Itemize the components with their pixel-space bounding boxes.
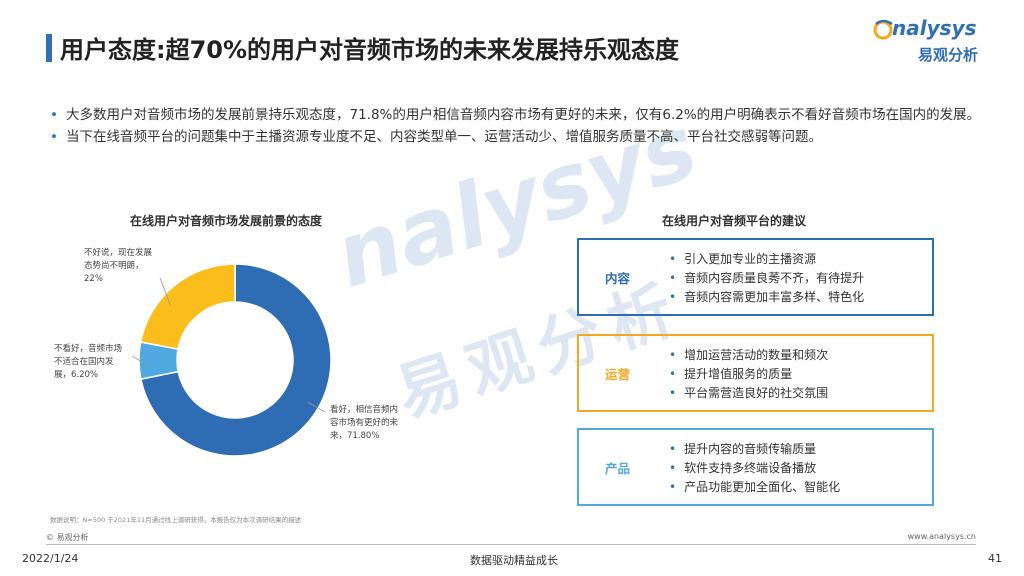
- bullet-dot-icon: •: [50, 129, 58, 145]
- advice-item: 软件支持多终端设备播放: [669, 459, 840, 478]
- advice-title: 在线用户对音频平台的建议: [662, 214, 807, 228]
- bullet-text: 大多数用户对音频市场的发展前景持乐观态度，71.8%的用户相信音频内容市场有更好…: [66, 107, 981, 123]
- advice-box-content: 内容 引入更加专业的主播资源 音频内容质量良莠不齐，有待提升 音频内容需更加丰富…: [577, 238, 934, 316]
- summary-bullet: • 当下在线音频平台的问题集中于主播资源专业度不足、内容类型单一、运营活动少、增值…: [50, 126, 990, 148]
- page-title: 用户态度:超70%的用户对音频市场的未来发展持乐观态度: [60, 36, 680, 64]
- leader-line-positive: [307, 401, 326, 413]
- logo: nalysys 易观分析: [872, 14, 1002, 66]
- advice-item: 引入更加专业的主播资源: [669, 250, 864, 269]
- chart-title: 在线用户对音频市场发展前景的态度: [130, 214, 323, 228]
- logo-swirl-icon: [873, 19, 893, 40]
- donut-slice-positive: [140, 263, 332, 457]
- logo-cn: 易观分析: [918, 46, 979, 64]
- website-url: www.analysys.cn: [907, 532, 976, 541]
- report-date: 2022/1/24: [22, 552, 79, 565]
- page-number: 41: [988, 552, 1002, 565]
- bullet-dot-icon: •: [50, 107, 58, 123]
- advice-box-label: 内容: [605, 270, 631, 286]
- advice-item: 音频内容需更加丰富多样、特色化: [669, 288, 864, 307]
- advice-item: 增加运营活动的数量和频次: [669, 346, 828, 365]
- slice-label-line: 来，71.80%: [330, 431, 380, 441]
- leader-line-negative: [131, 355, 152, 368]
- slice-label-line: 容市场有更好的未: [330, 418, 399, 428]
- slice-label-line: 22%: [84, 274, 103, 284]
- advice-box-operation: 运营 增加运营活动的数量和频次 提升增值服务的质量 平台需营造良好的社交氛围: [577, 334, 934, 412]
- advice-item: 产品功能更加全面化、智能化: [669, 478, 840, 497]
- title-accent-bar: [46, 34, 52, 62]
- summary-bullet: • 大多数用户对音频市场的发展前景持乐观态度，71.8%的用户相信音频内容市场有更…: [50, 104, 990, 126]
- summary-bullets: • 大多数用户对音频市场的发展前景持乐观态度，71.8%的用户相信音频内容市场有更…: [50, 104, 990, 148]
- advice-list: 引入更加专业的主播资源 音频内容质量良莠不齐，有待提升 音频内容需更加丰富多样、…: [669, 250, 864, 307]
- footer-slogan: 数据驱动精益成长: [470, 554, 558, 567]
- leader-line-uncertain: [159, 277, 172, 307]
- advice-list: 增加运营活动的数量和频次 提升增值服务的质量 平台需营造良好的社交氛围: [669, 346, 828, 403]
- advice-item: 提升内容的音频传输质量: [669, 440, 840, 459]
- donut-chart: [131, 263, 332, 457]
- advice-item: 平台需营造良好的社交氛围: [669, 384, 828, 403]
- data-note: 数据说明：N=500 于2021年11月通过线上调研获得。本报告仅为本次调研结果…: [50, 516, 302, 524]
- bullet-text: 当下在线音频平台的问题集中于主播资源专业度不足、内容类型单一、运营活动少、增值服…: [66, 129, 822, 145]
- slice-label-line: 展，6.20%: [54, 370, 99, 380]
- copyright: © 易观分析: [46, 533, 89, 542]
- slice-label-positive: 看好，相信音频内 容市场有更好的未 来，71.80%: [330, 404, 426, 443]
- footer-divider: [46, 544, 976, 545]
- advice-box-label: 运营: [605, 366, 631, 382]
- slice-label-line: 不适合在国内发: [54, 357, 114, 367]
- slice-label-line: 态势尚不明朗，: [84, 261, 144, 271]
- slice-label-line: 不看好，音频市场: [54, 344, 123, 354]
- logo-brand: nalysys: [892, 16, 977, 40]
- slice-label-line: 不好说，现在发展: [84, 248, 153, 258]
- advice-item: 提升增值服务的质量: [669, 365, 828, 384]
- slice-label-line: 看好，相信音频内: [330, 405, 399, 415]
- slice-label-negative: 不看好，音频市场 不适合在国内发 展，6.20%: [54, 343, 134, 382]
- advice-box-label: 产品: [605, 460, 631, 476]
- slice-label-uncertain: 不好说，现在发展 态势尚不明朗， 22%: [84, 247, 174, 286]
- advice-list: 提升内容的音频传输质量 软件支持多终端设备播放 产品功能更加全面化、智能化: [669, 440, 840, 497]
- advice-item: 音频内容质量良莠不齐，有待提升: [669, 269, 864, 288]
- advice-box-product: 产品 提升内容的音频传输质量 软件支持多终端设备播放 产品功能更加全面化、智能化: [577, 428, 934, 506]
- donut-slice-uncertain: [139, 263, 236, 351]
